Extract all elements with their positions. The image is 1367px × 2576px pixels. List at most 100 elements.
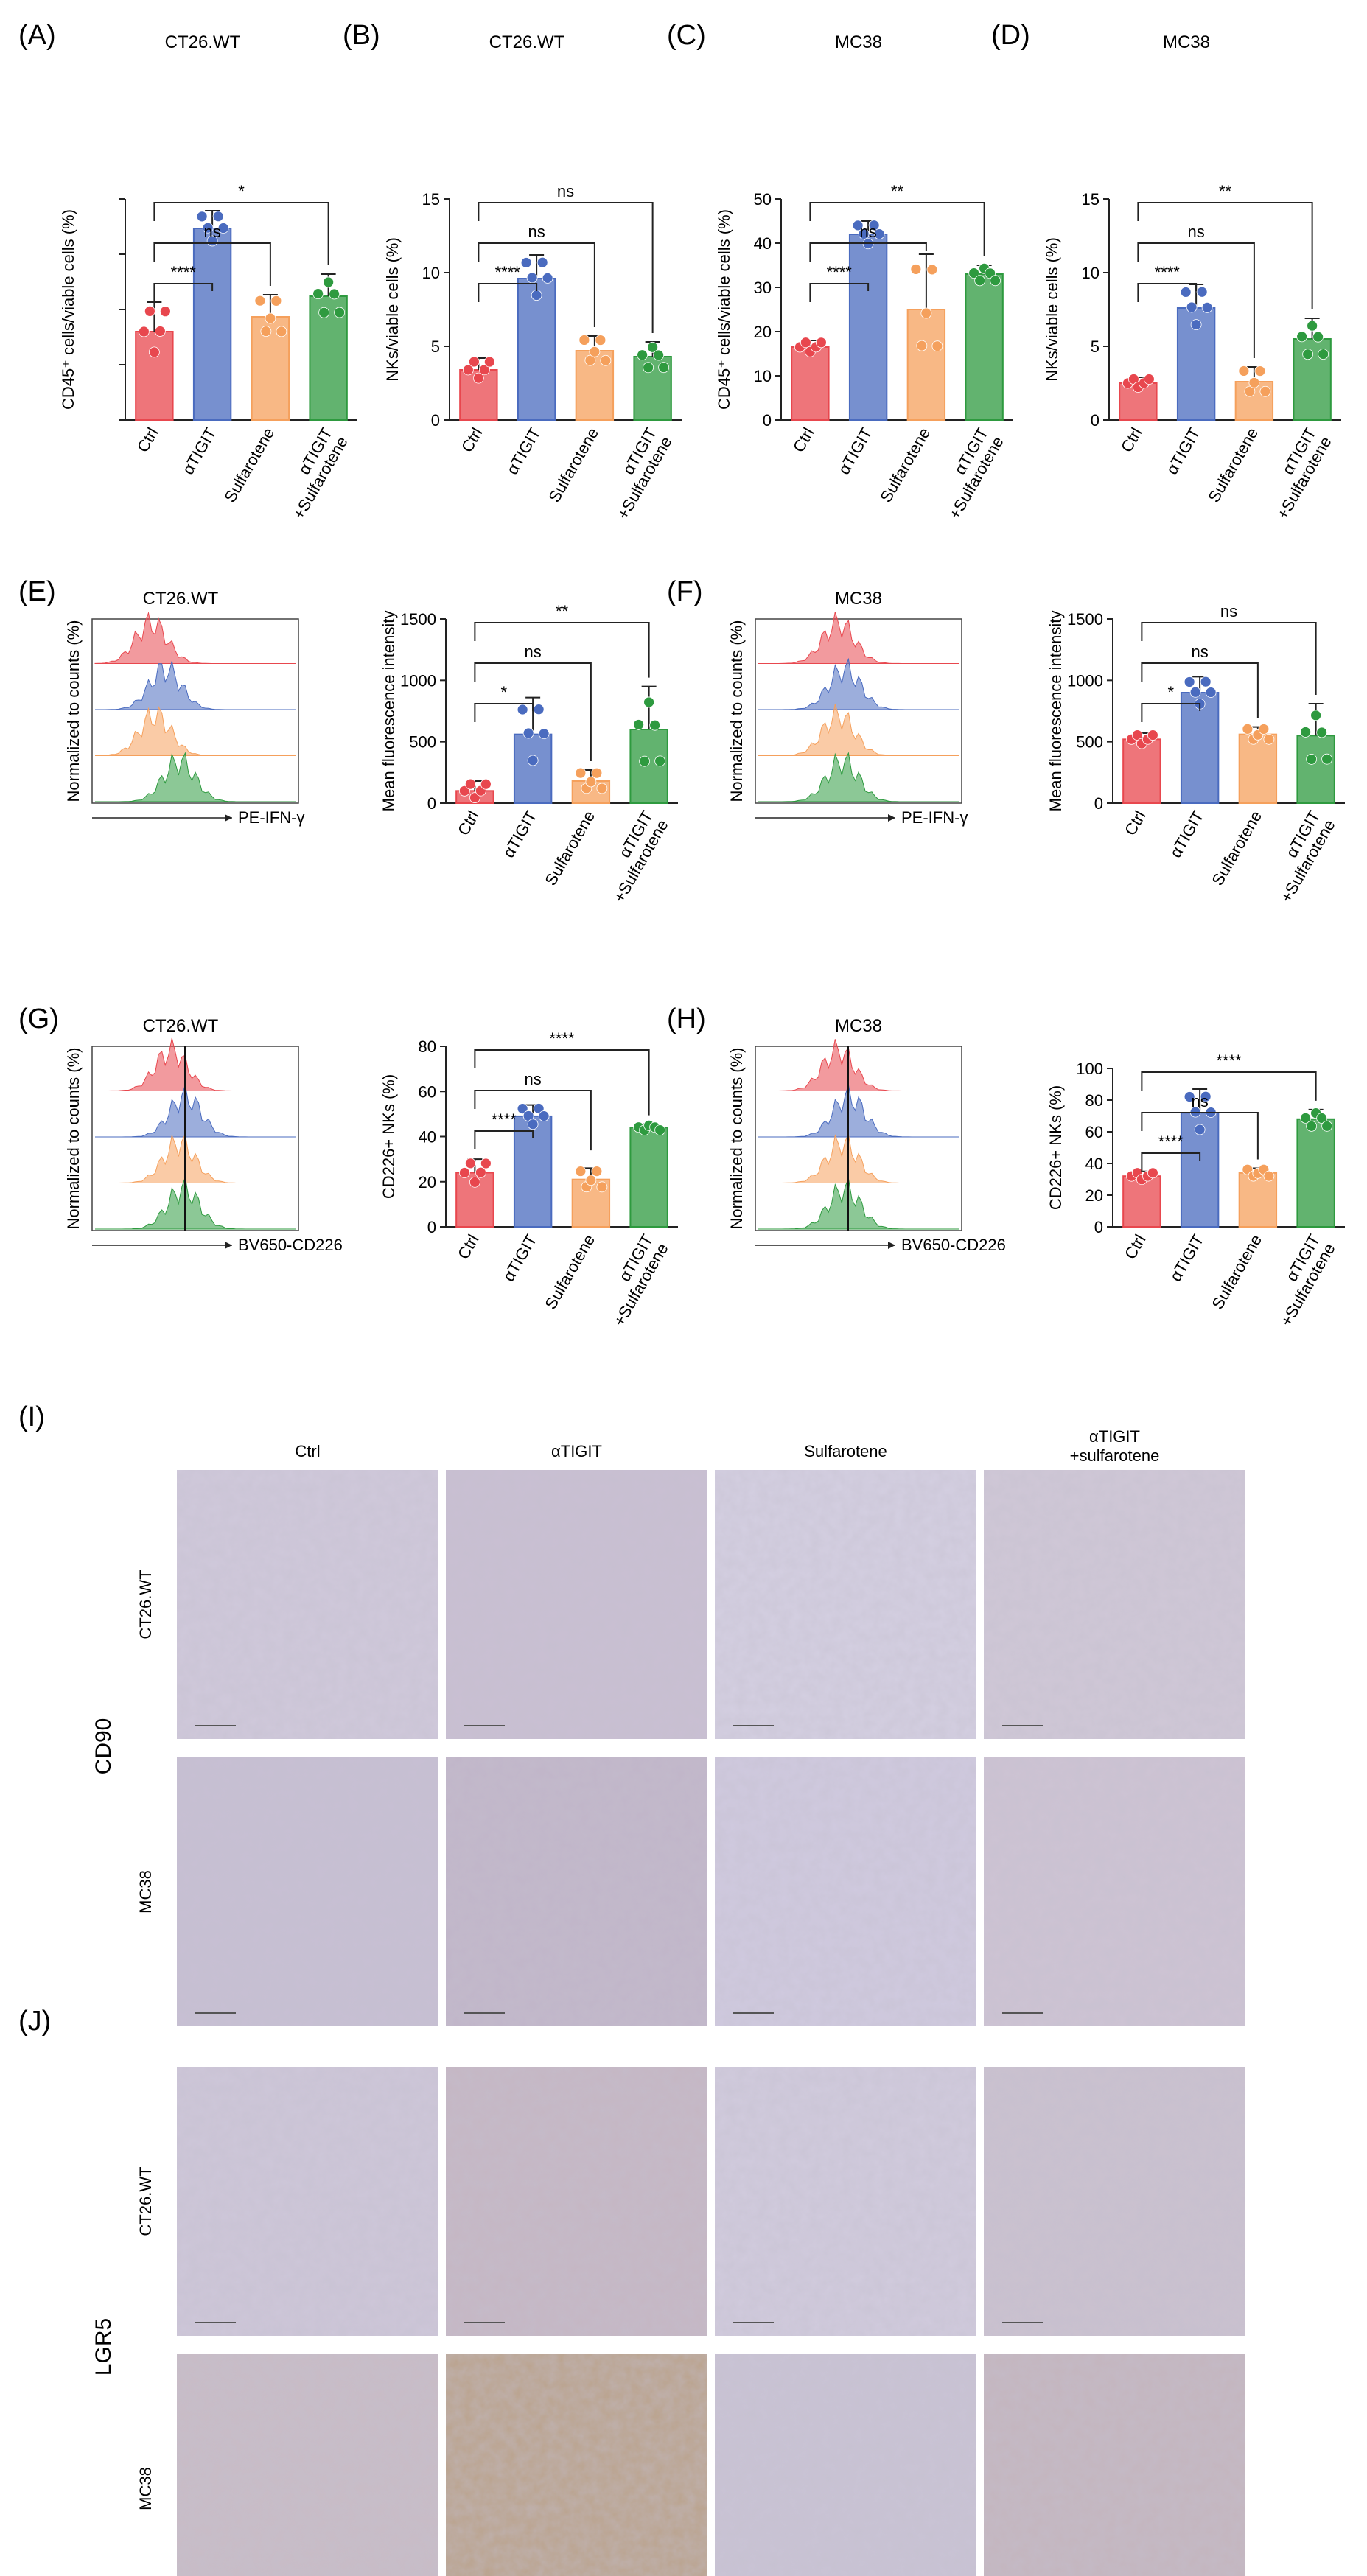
- data-point: [1310, 710, 1322, 721]
- significance-label: ****: [1155, 263, 1181, 281]
- data-point: [1194, 1124, 1206, 1135]
- y-tick-label: 5: [1091, 337, 1099, 356]
- bar-3: [965, 273, 1004, 421]
- significance-label: ns: [557, 182, 574, 200]
- data-point: [542, 272, 553, 284]
- significance-label: **: [556, 602, 569, 620]
- column-header-line: Ctrl: [295, 1442, 320, 1460]
- data-point: [1296, 331, 1308, 343]
- micrograph-texture: [984, 2067, 1245, 2336]
- x-tick-label: Ctrl: [1117, 424, 1146, 455]
- data-point: [584, 354, 596, 366]
- histogram-2: [758, 704, 959, 756]
- x-tick-label: Sulfarotene: [1208, 808, 1265, 889]
- data-point: [1316, 1113, 1328, 1124]
- micrograph-texture: [715, 2067, 976, 2336]
- panel-label: (F): [667, 576, 703, 607]
- significance-label: *: [500, 683, 507, 701]
- x-tick-label-line: αTIGIT: [499, 1231, 540, 1284]
- bar-2: [1238, 1172, 1278, 1228]
- data-point: [653, 349, 665, 361]
- column-header: αTIGIT: [551, 1442, 602, 1460]
- bar-0: [1119, 382, 1158, 421]
- histogram-1: [95, 1085, 296, 1138]
- data-point: [144, 305, 155, 317]
- significance-bracket: [474, 662, 592, 761]
- data-point: [323, 276, 335, 288]
- histogram-3: [95, 752, 296, 802]
- y-tick-label: 40: [754, 234, 772, 253]
- x-tick-label: αTIGIT: [1166, 1231, 1207, 1284]
- micrograph-texture: [177, 2067, 438, 2336]
- significance-bracket: [474, 703, 534, 722]
- data-point: [1258, 724, 1270, 735]
- panel-label: (A): [18, 20, 56, 51]
- data-point: [852, 220, 864, 231]
- y-tick-label: 40: [419, 1128, 436, 1147]
- y-axis-label: Normalized to counts (%): [727, 620, 746, 802]
- data-point: [522, 1110, 534, 1121]
- x-tick-label-line: αTIGIT: [834, 424, 875, 477]
- column-header: Sulfarotene: [804, 1442, 887, 1460]
- x-tick-label: αTIGIT: [1162, 424, 1203, 477]
- x-tick-label-line: Ctrl: [454, 808, 483, 839]
- data-point: [990, 275, 1001, 287]
- data-point: [985, 267, 996, 279]
- significance-label: ****: [1216, 1051, 1242, 1070]
- data-point: [637, 349, 648, 361]
- x-tick-label-line: αTIGIT: [499, 808, 540, 861]
- data-point: [483, 356, 495, 368]
- panel-bar-g: 0 20 40 60 80 CD226+ NKs (%) Ctrl αTIGIT Sulfaro…: [380, 1029, 678, 1329]
- data-point: [633, 719, 645, 730]
- data-point: [1244, 385, 1256, 397]
- row-label: MC38: [136, 2467, 155, 2510]
- significance-label: ns: [1188, 223, 1205, 241]
- marker-label: LGR5: [91, 2318, 116, 2376]
- significance-label: **: [1219, 182, 1232, 200]
- data-point: [800, 337, 811, 349]
- y-tick-label: 80: [1085, 1091, 1103, 1110]
- data-point: [1316, 727, 1328, 738]
- panel-label: (G): [18, 1004, 59, 1035]
- x-tick-label: αTIGIT: [499, 808, 540, 861]
- data-point: [931, 340, 943, 352]
- data-point: [1248, 377, 1260, 388]
- x-tick-label-line: Sulfarotene: [1208, 808, 1265, 889]
- data-point: [538, 1110, 550, 1122]
- data-point: [520, 257, 532, 268]
- data-point: [196, 211, 208, 223]
- significance-label: *: [238, 182, 245, 200]
- significance-label: ****: [495, 263, 521, 281]
- data-point: [217, 223, 229, 234]
- data-point: [639, 755, 651, 767]
- panel-label: (D): [991, 20, 1030, 51]
- micrograph-texture: [177, 1757, 438, 2026]
- significance-label: ****: [171, 263, 197, 281]
- x-tick-label: αTIGIT+Sulfarotene: [1262, 808, 1339, 906]
- data-point: [1300, 727, 1312, 738]
- data-point: [276, 326, 287, 337]
- data-point: [464, 1158, 476, 1169]
- y-tick-label: 20: [1085, 1186, 1103, 1205]
- x-tick-label: αTIGIT: [1166, 808, 1207, 861]
- data-point: [527, 755, 539, 766]
- data-point: [643, 696, 655, 708]
- x-tick-label: Sulfarotene: [220, 424, 278, 505]
- x-tick-label-line: Ctrl: [458, 424, 486, 455]
- data-point: [329, 288, 340, 300]
- y-tick-label: 10: [422, 264, 440, 282]
- x-axis-label: BV650-CD226: [901, 1236, 1006, 1254]
- micrograph-texture: [715, 2354, 976, 2576]
- y-axis-label: Mean fluorescence intensity: [380, 611, 398, 812]
- y-tick-label: 0: [1094, 1218, 1103, 1236]
- data-point: [1263, 1170, 1275, 1182]
- x-tick-label: Ctrl: [789, 424, 818, 455]
- y-tick-label: 50: [754, 190, 772, 209]
- micrograph-texture: [177, 1470, 438, 1739]
- x-axis-label: BV650-CD226: [238, 1236, 343, 1254]
- micrograph-texture: [715, 1757, 976, 2026]
- histogram-1: [758, 1085, 959, 1138]
- data-point: [1306, 754, 1318, 765]
- y-tick-label: 0: [427, 1218, 436, 1236]
- significance-label: *: [1167, 683, 1174, 701]
